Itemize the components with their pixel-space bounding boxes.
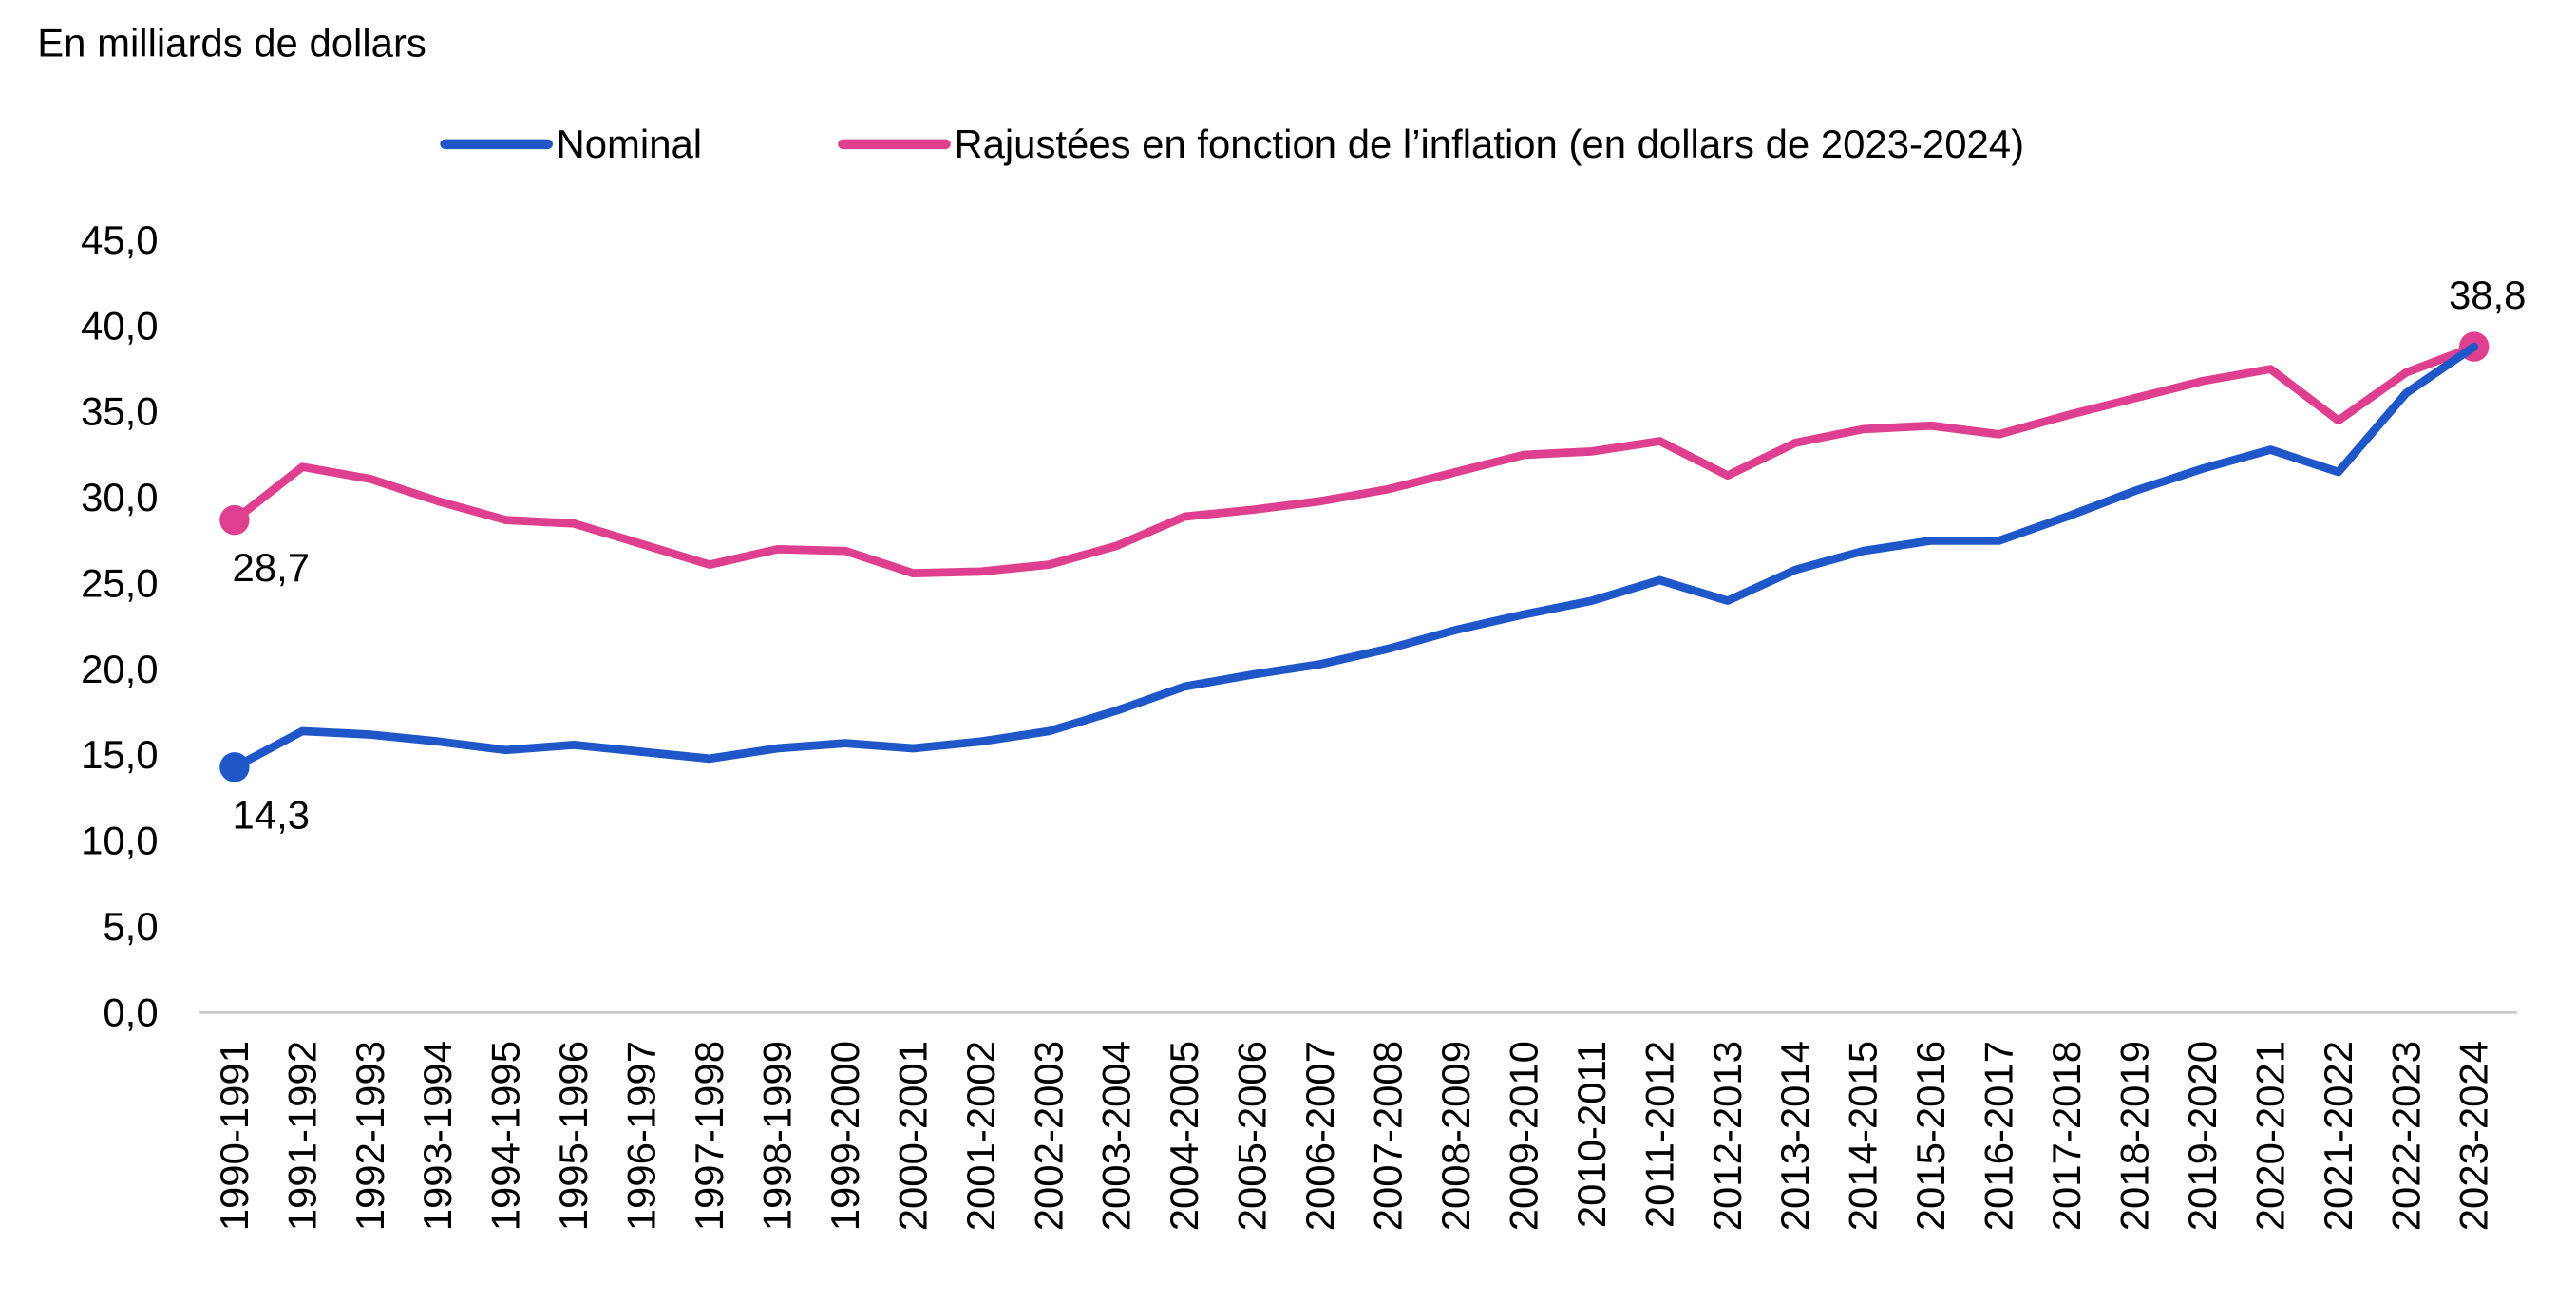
x-tick-label: 2010-2011 — [1569, 1041, 1614, 1228]
x-tick-label: 1999-2000 — [823, 1041, 867, 1231]
x-tick-label: 2021-2022 — [2316, 1041, 2360, 1231]
x-tick-label: 1998-1999 — [754, 1041, 799, 1231]
x-tick-label: 1996-1997 — [619, 1041, 664, 1231]
data-label-nominal-0: 14,3 — [233, 792, 311, 837]
x-tick-label: 1994-1995 — [483, 1041, 528, 1231]
x-tick-label: 1995-1996 — [551, 1041, 596, 1231]
x-tick-label: 1992-1993 — [348, 1041, 392, 1231]
x-tick-label: 2008-2009 — [1433, 1041, 1478, 1231]
data-label-rajust-es-en-fonction-de-l-inflation-en-dollars-de-2023-2024-0: 28,7 — [233, 545, 311, 590]
y-tick-label: 40,0 — [81, 303, 159, 348]
y-tick-label: 0,0 — [103, 990, 158, 1034]
legend-label-rajust-es-en-fonction-de-l-inflation-en-dollars-de-2023-2024: Rajustées en fonction de l’inflation (en… — [954, 122, 2024, 166]
x-tick-label: 1990-1991 — [212, 1041, 256, 1231]
series-line-nominal — [230, 342, 2479, 772]
x-tick-label: 2022-2023 — [2383, 1041, 2428, 1231]
series-line-rajust-es-en-fonction-de-l-inflation-en-dollars-de-2023-2024 — [230, 342, 2479, 578]
y-tick-label: 15,0 — [81, 732, 159, 777]
legend-label-nominal: Nominal — [556, 122, 702, 166]
x-tick-label: 2016-2017 — [1977, 1041, 2021, 1231]
y-tick-label: 35,0 — [81, 389, 159, 434]
x-tick-label: 2004-2005 — [1162, 1041, 1206, 1231]
x-tick-label: 2020-2021 — [2247, 1041, 2292, 1231]
data-point-rajust-es-en-fonction-de-l-inflation-en-dollars-de-2023-2024-0 — [219, 504, 250, 536]
x-tick-label: 1991-1992 — [279, 1041, 324, 1231]
x-tick-label: 2017-2018 — [2044, 1041, 2089, 1231]
x-tick-label: 2006-2007 — [1297, 1041, 1342, 1231]
series-layer — [219, 331, 2490, 782]
legend: Nominal Rajustées en fonction de l’inflat… — [440, 122, 2024, 166]
y-tick-label: 25,0 — [81, 560, 159, 605]
x-tick-label: 1997-1998 — [687, 1041, 731, 1231]
y-axis-label: En milliards de dollars — [37, 20, 426, 65]
x-tick-label: 2015-2016 — [1908, 1041, 1953, 1231]
y-tick-label: 30,0 — [81, 475, 159, 519]
x-tick-label: 2012-2013 — [1705, 1041, 1750, 1231]
data-labels: 28,7 38,8 14,3 — [233, 273, 2527, 837]
x-tick-label: 2023-2024 — [2452, 1041, 2496, 1231]
y-tick-label: 5,0 — [103, 904, 158, 949]
x-tick-label: 2014-2015 — [1841, 1041, 1885, 1231]
x-tick-label: 2011-2012 — [1637, 1041, 1681, 1228]
x-axis: 1990-1991 1991-1992 1992-1993 1993-1994 1994… — [212, 1041, 2496, 1231]
x-tick-label: 2009-2010 — [1501, 1041, 1545, 1231]
x-tick-label: 2000-2001 — [890, 1041, 935, 1231]
x-tick-label: 2019-2020 — [2180, 1041, 2225, 1231]
x-tick-label: 2018-2019 — [2112, 1041, 2156, 1231]
x-tick-label: 2007-2008 — [1366, 1041, 1411, 1231]
data-label-rajust-es-en-fonction-de-l-inflation-en-dollars-de-2023-2024-33: 38,8 — [2449, 273, 2527, 317]
x-tick-label: 2005-2006 — [1230, 1041, 1275, 1231]
x-tick-label: 1993-1994 — [415, 1041, 460, 1231]
y-tick-label: 20,0 — [81, 647, 159, 691]
y-tick-label: 10,0 — [81, 819, 159, 863]
x-tick-label: 2003-2004 — [1094, 1041, 1139, 1231]
x-tick-label: 2001-2002 — [958, 1041, 1003, 1231]
data-point-nominal-0 — [219, 752, 250, 782]
y-axis: 0,0 5,0 10,0 15,0 20,0 25,0 30,0 35,0 40,0 45,0 — [81, 217, 159, 1034]
x-tick-label: 2013-2014 — [1772, 1041, 1817, 1231]
x-tick-label: 2002-2003 — [1026, 1041, 1070, 1231]
y-tick-label: 45,0 — [81, 217, 159, 262]
